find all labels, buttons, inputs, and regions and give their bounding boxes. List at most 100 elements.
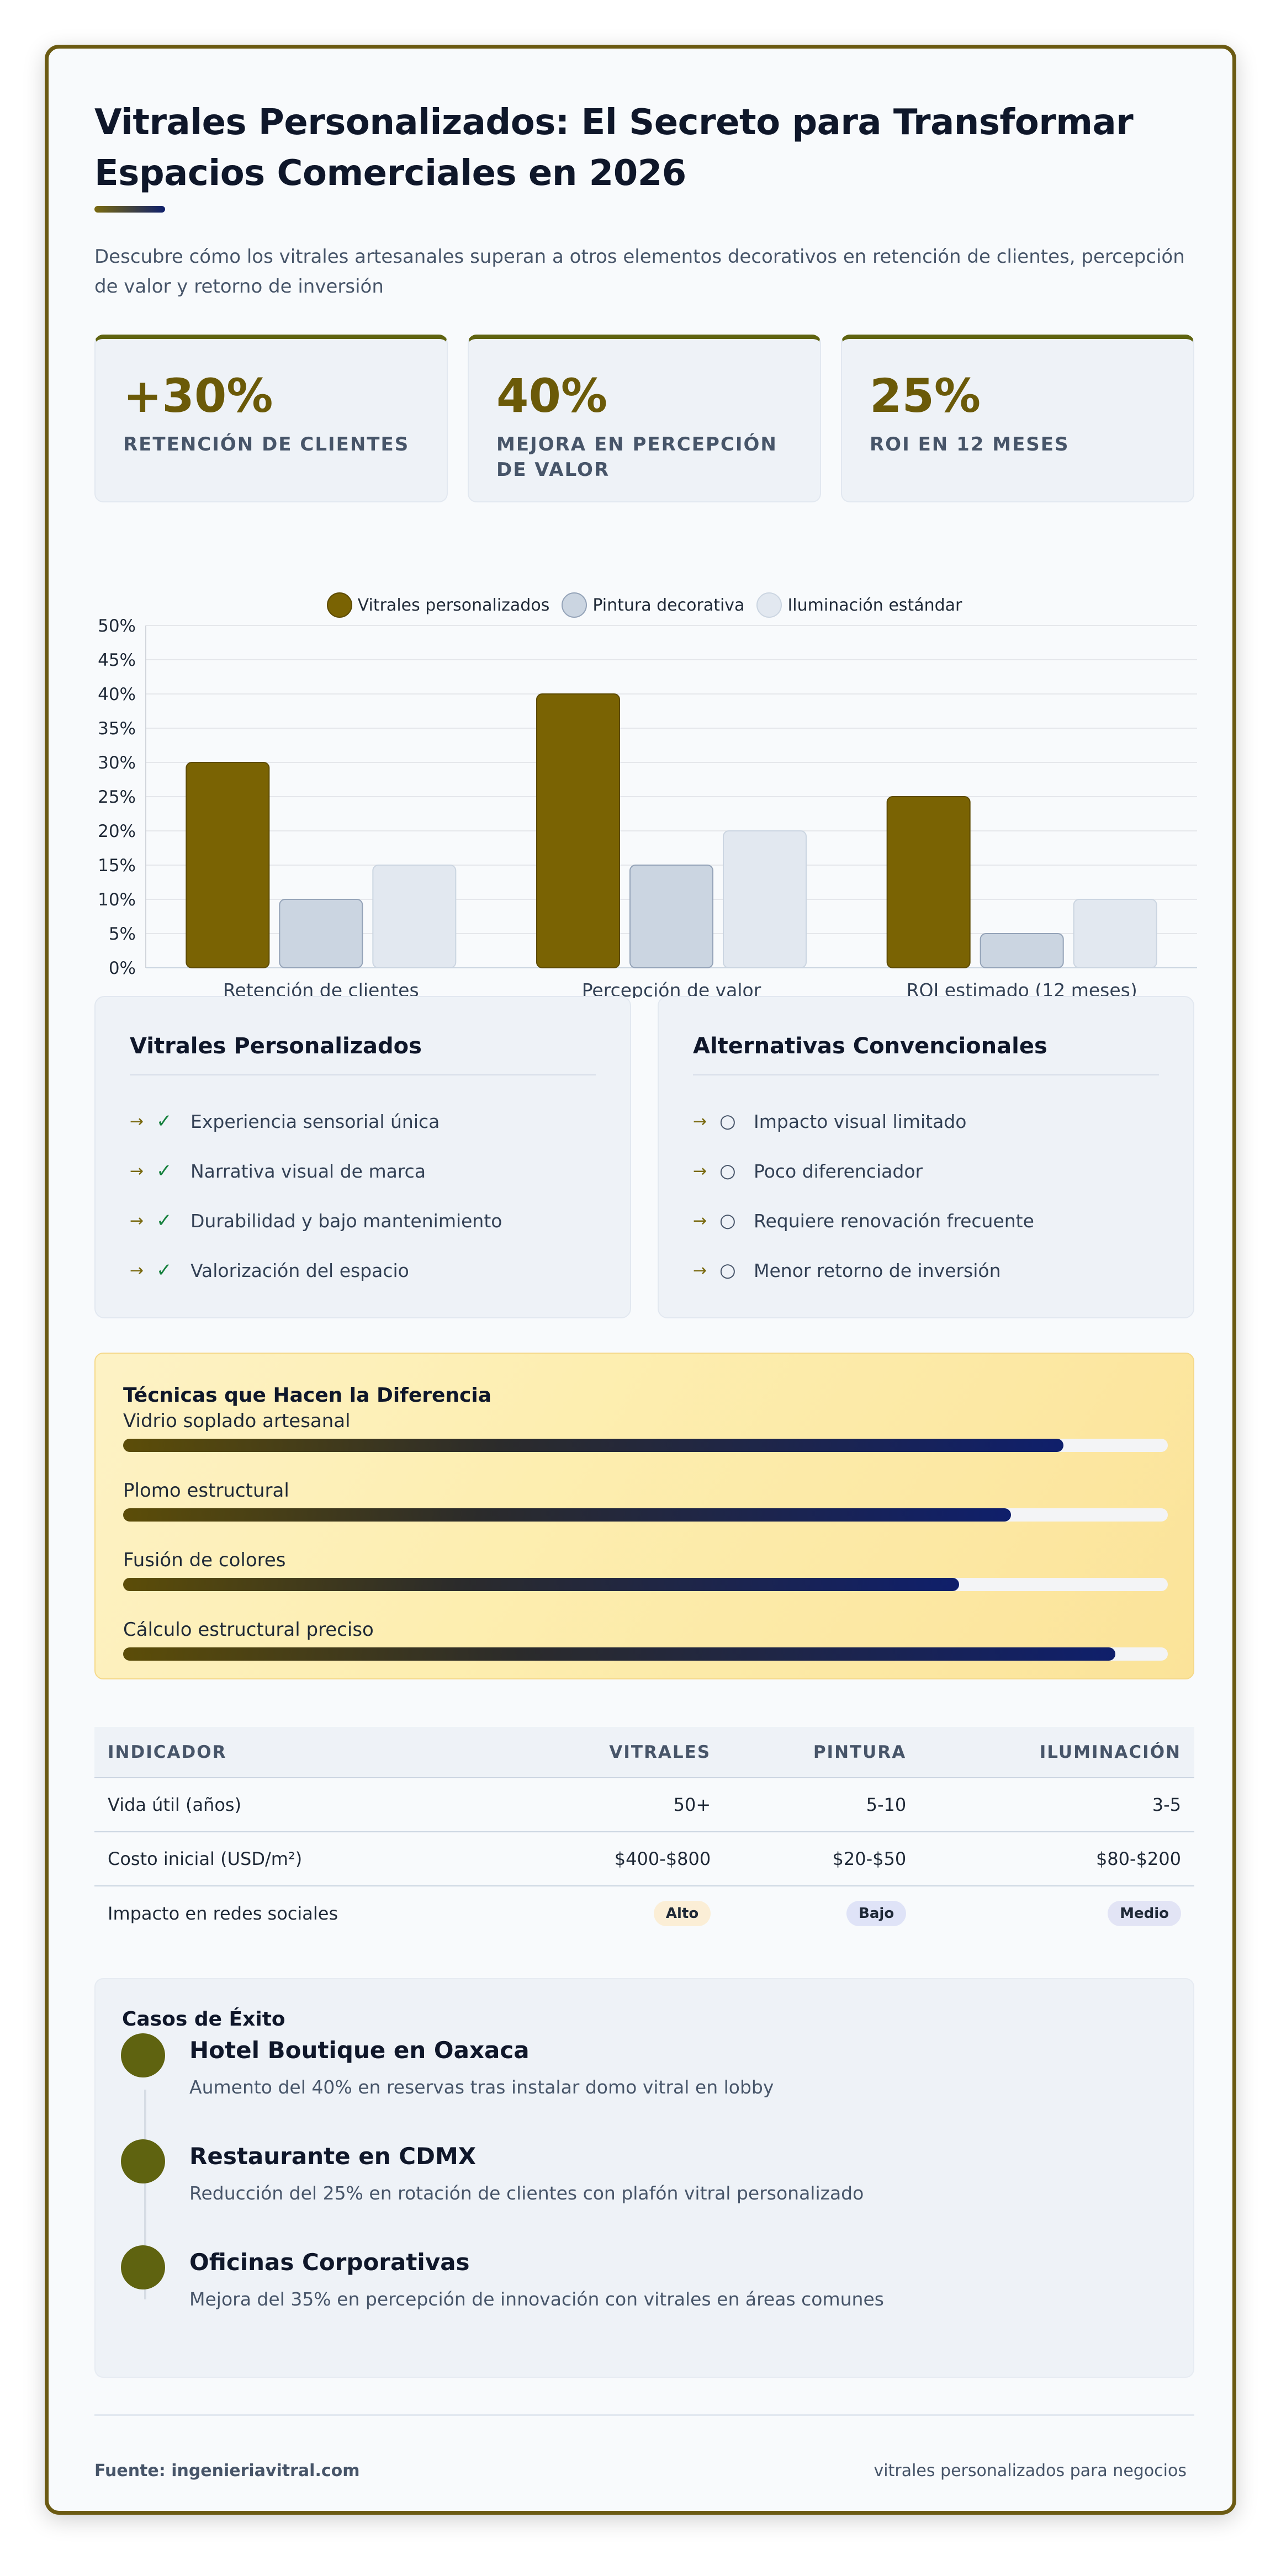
y-tick-label: 45% (98, 650, 136, 670)
arrow-icon: → (130, 1161, 144, 1181)
x-tick-label: Retención de clientes (223, 979, 419, 998)
legend-item-iluminacion[interactable]: Iluminación estándar (756, 592, 962, 618)
column-header: VITRALES (514, 1727, 724, 1778)
timeline-dot (121, 2139, 165, 2183)
skill-track (123, 1578, 1168, 1591)
list-item: → ○ Impacto visual limitado (693, 1096, 1034, 1146)
divider (130, 1074, 596, 1075)
x-tick-label: ROI estimado (12 meses) (907, 979, 1137, 998)
table-row: Impacto en redes sociales Alto Bajo Medi… (94, 1885, 1194, 1940)
y-tick-label: 5% (109, 924, 136, 944)
bar-chart: 0% 5% 10% 15% 20% 25% 30% 35% 40% 45% 50% Retención… (98, 616, 1197, 998)
kpi-card-value-perception: 40% MEJORA EN PERCEPCIÓN DE VALOR (468, 335, 821, 502)
column-header: INDICADOR (94, 1727, 515, 1778)
list-item-label: Durabilidad y bajo mantenimiento (190, 1210, 502, 1232)
check-icon: ✓ (156, 1259, 172, 1281)
legend-label: Iluminación estándar (787, 595, 962, 615)
arrow-icon: → (693, 1260, 707, 1280)
table-cell: Vida útil (años) (94, 1777, 515, 1832)
legend-label: Vitrales personalizados (357, 595, 550, 615)
y-tick-label: 10% (98, 890, 136, 910)
skill-bar: Fusión de colores (123, 1549, 1168, 1591)
bar (1073, 899, 1157, 968)
kpi-value: 40% (496, 369, 608, 423)
list-item-label: Menor retorno de inversión (754, 1259, 1001, 1281)
comparison-card-vitrales: Vitrales Personalizados → ✓ Experiencia se… (94, 996, 631, 1318)
impact-badge: Bajo (846, 1900, 907, 1926)
case-description: Reducción del 25% en rotación de cliente… (189, 2182, 864, 2204)
x-tick-label: Percepción de valor (582, 979, 761, 998)
list-item: → ✓ Experiencia sensorial única (130, 1096, 502, 1146)
y-tick-label: 20% (98, 821, 136, 841)
kpi-card-retention: +30% RETENCIÓN DE CLIENTES (94, 335, 448, 502)
list-item: → ✓ Narrativa visual de marca (130, 1146, 502, 1196)
legend-item-vitrales[interactable]: Vitrales personalizados (326, 592, 550, 618)
case-title: Hotel Boutique en Oaxaca (189, 2037, 530, 2064)
y-tick-label: 40% (98, 685, 136, 704)
title-underline (94, 206, 165, 213)
techniques-panel: Técnicas que Hacen la Diferencia Vidrio … (94, 1353, 1194, 1679)
table-cell: 50+ (514, 1777, 724, 1832)
source-credit: Fuente: ingenieriavitral.com (94, 2461, 360, 2480)
comparison-title: Vitrales Personalizados (130, 1033, 422, 1059)
skill-fill (123, 1647, 1116, 1661)
circle-icon: ○ (719, 1259, 736, 1281)
y-tick-label: 0% (109, 958, 136, 978)
table-cell: $80-$200 (919, 1831, 1194, 1886)
skill-track (123, 1647, 1168, 1661)
case-title: Oficinas Corporativas (189, 2249, 470, 2276)
list-item: → ✓ Durabilidad y bajo mantenimiento (130, 1196, 502, 1245)
bar (980, 933, 1064, 968)
kpi-label: ROI EN 12 MESES (870, 433, 1070, 455)
table-cell: 3-5 (919, 1777, 1194, 1832)
skill-bar: Plomo estructural (123, 1480, 1168, 1522)
kpi-value: +30% (123, 369, 273, 423)
table-cell: Impacto en redes sociales (94, 1885, 515, 1940)
circle-icon: ○ (719, 1110, 736, 1132)
arrow-icon: → (130, 1111, 144, 1131)
list-item: → ○ Poco diferenciador (693, 1146, 1034, 1196)
timeline-line (144, 2090, 146, 2299)
skill-fill (123, 1439, 1063, 1452)
kpi-value: 25% (870, 369, 981, 423)
table-cell: Alto (514, 1885, 724, 1940)
legend-swatch (326, 592, 352, 618)
impact-badge: Medio (1108, 1900, 1181, 1926)
y-tick-label: 15% (98, 856, 136, 876)
skill-name: Cálculo estructural preciso (123, 1619, 374, 1641)
bar (186, 762, 270, 968)
skill-track (123, 1508, 1168, 1522)
list-item: → ✓ Valorización del espacio (130, 1245, 502, 1295)
skill-name: Vidrio soplado artesanal (123, 1410, 351, 1432)
impact-badge: Alto (653, 1900, 711, 1926)
legend-swatch (562, 592, 587, 618)
legend-item-pintura[interactable]: Pintura decorativa (562, 592, 744, 618)
bar (886, 796, 971, 968)
arrow-icon: → (130, 1211, 144, 1231)
skill-track (123, 1439, 1168, 1452)
kpi-label: RETENCIÓN DE CLIENTES (123, 433, 410, 455)
kpi-card-roi: 25% ROI EN 12 MESES (841, 335, 1194, 502)
divider (693, 1074, 1159, 1075)
skill-name: Fusión de colores (123, 1549, 286, 1571)
check-icon: ✓ (156, 1210, 172, 1232)
y-tick-label: 35% (98, 719, 136, 739)
list-item: → ○ Menor retorno de inversión (693, 1245, 1034, 1295)
y-tick-label: 30% (98, 753, 136, 773)
bar (536, 693, 620, 968)
list-item-label: Experiencia sensorial única (190, 1110, 440, 1132)
bar (372, 865, 457, 968)
timeline-dot (121, 2033, 165, 2077)
list-item-label: Requiere renovación frecuente (754, 1210, 1034, 1232)
comparison-list: → ✓ Experiencia sensorial única → ✓ Narrativ… (130, 1096, 502, 1295)
arrow-icon: → (693, 1211, 707, 1231)
circle-icon: ○ (719, 1210, 736, 1232)
success-cases-panel: Casos de Éxito Hotel Boutique en Oaxaca … (94, 1978, 1194, 2378)
comparison-title: Alternativas Convencionales (693, 1033, 1047, 1059)
timeline-dot (121, 2245, 165, 2289)
comparison-list: → ○ Impacto visual limitado → ○ Poco diferen… (693, 1096, 1034, 1295)
kpi-label: MEJORA EN PERCEPCIÓN DE VALOR (496, 433, 777, 481)
cases-title: Casos de Éxito (122, 2008, 285, 2031)
check-icon: ✓ (156, 1160, 172, 1182)
list-item-label: Valorización del espacio (190, 1259, 409, 1281)
